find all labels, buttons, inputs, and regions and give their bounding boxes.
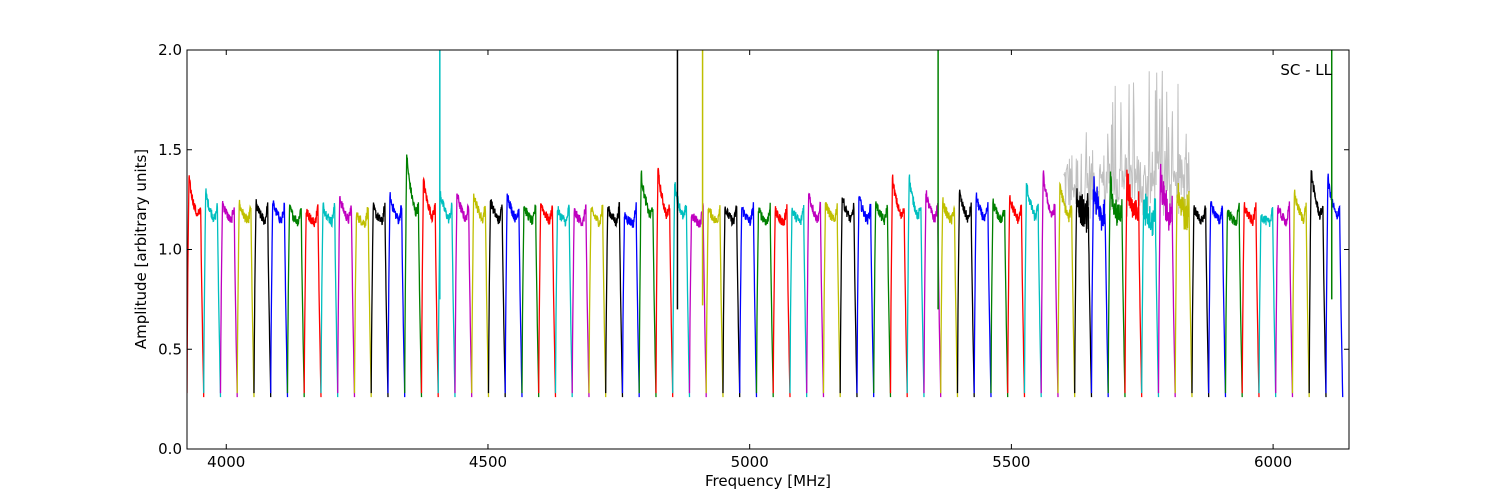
band-trace <box>1124 169 1143 398</box>
band-trace <box>404 154 423 398</box>
band-trace <box>806 192 825 398</box>
band-trace <box>856 195 875 398</box>
band-trace <box>1107 171 1126 398</box>
band-trace <box>873 201 892 398</box>
x-tick-label: 4000 <box>207 453 245 471</box>
band-trace <box>739 202 758 398</box>
band-trace <box>588 204 607 398</box>
y-tick-label: 0.0 <box>158 440 182 458</box>
ticks-layer: 4000 4500 5000 5500 6000 0.0 0.5 1.0 1.5 2.0 <box>158 41 1349 471</box>
band-trace <box>1023 182 1042 398</box>
band-trace <box>906 174 925 398</box>
band-trace <box>889 174 908 398</box>
band-trace <box>655 167 674 398</box>
band-trace <box>420 176 439 398</box>
band-trace <box>638 170 657 398</box>
band-trace <box>1040 170 1059 398</box>
band-trace <box>270 200 289 398</box>
band-trace <box>973 192 992 398</box>
band-trace <box>437 191 456 398</box>
band-trace <box>1308 170 1327 398</box>
x-axis-label: Frequency [MHz] <box>705 472 831 490</box>
band-trace <box>722 205 741 398</box>
panel-annotation: SC - LL <box>1280 61 1332 79</box>
band-trace <box>772 204 791 398</box>
band-trace <box>303 204 322 398</box>
band-trace <box>504 193 523 398</box>
y-tick-label: 2.0 <box>158 41 182 59</box>
y-tick-label: 0.5 <box>158 340 182 358</box>
band-trace <box>1224 202 1243 398</box>
band-trace <box>1157 163 1176 398</box>
y-axis-label: Amplitude [arbitrary units] <box>132 149 150 349</box>
band-trace <box>471 193 490 398</box>
band-trace <box>956 189 975 398</box>
y-tick-label: 1.0 <box>158 241 182 259</box>
band-trace <box>320 202 339 398</box>
band-trace <box>454 193 473 398</box>
band-trace <box>755 202 774 398</box>
band-trace <box>1074 188 1093 398</box>
band-trace <box>1174 182 1193 398</box>
band-trace <box>1090 176 1109 398</box>
raw-spectrum-trace <box>1063 70 1190 220</box>
band-trace <box>605 201 624 398</box>
band-trace <box>253 199 272 398</box>
x-tick-label: 6000 <box>1254 453 1292 471</box>
band-trace <box>688 203 707 398</box>
band-trace <box>940 197 959 398</box>
band-trace <box>1325 173 1344 398</box>
band-trace <box>538 203 557 398</box>
band-trace <box>621 202 640 398</box>
band-trace <box>822 202 841 398</box>
band-trace <box>1057 181 1076 398</box>
band-trace <box>571 204 590 398</box>
band-trace <box>353 206 372 398</box>
band-trace <box>521 204 540 398</box>
band-trace <box>554 204 573 398</box>
x-tick-label: 5500 <box>992 453 1030 471</box>
band-trace <box>1007 195 1026 398</box>
band-trace <box>1291 189 1310 398</box>
band-trace <box>705 205 724 398</box>
band-trace <box>337 195 356 398</box>
band-trace <box>1191 205 1210 398</box>
band-trace <box>1241 202 1260 398</box>
band-trace <box>1275 201 1294 398</box>
band-trace <box>236 199 255 398</box>
band-trace <box>672 182 691 398</box>
y-tick-label: 1.5 <box>158 141 182 159</box>
band-trace <box>370 202 389 398</box>
band-trace <box>1141 193 1160 398</box>
band-trace <box>1258 207 1277 398</box>
band-trace <box>219 200 238 398</box>
band-trace <box>203 188 222 398</box>
band-trace <box>839 197 858 398</box>
x-tick-label: 5000 <box>731 453 769 471</box>
band-trace <box>487 199 506 398</box>
band-trace <box>990 198 1009 398</box>
x-tick-label: 4500 <box>469 453 507 471</box>
band-trace <box>187 175 205 398</box>
band-trace <box>387 192 406 398</box>
band-trace <box>286 204 305 398</box>
series-layer <box>187 50 1344 398</box>
band-trace <box>789 204 808 398</box>
band-trace <box>1208 201 1227 398</box>
